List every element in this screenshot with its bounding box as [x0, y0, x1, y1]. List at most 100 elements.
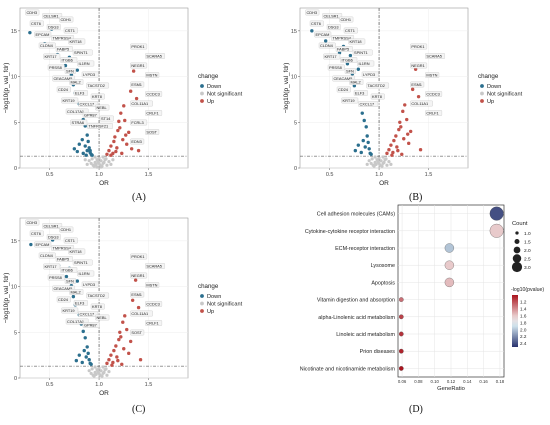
ns-point	[377, 156, 381, 160]
gene-label-box	[42, 223, 63, 229]
legend-swatch	[200, 99, 204, 103]
down-point	[367, 147, 371, 151]
gene-label-box	[60, 57, 78, 63]
gene-label-box	[410, 62, 428, 69]
gene-label-down: SFN	[66, 69, 74, 74]
x-tick-label: 1.5	[145, 172, 153, 178]
gene-label-box	[305, 9, 320, 16]
gene-label-box	[145, 53, 165, 59]
color-legend-label: 1.4	[520, 306, 527, 311]
gene-label-down: COL17A1	[67, 109, 84, 114]
down-point	[85, 148, 89, 153]
up-point	[138, 358, 143, 362]
ns-point	[107, 370, 111, 374]
up-point	[410, 87, 415, 92]
gene-label-box	[348, 38, 366, 45]
ns-point	[97, 366, 101, 370]
gene-label-box	[130, 329, 145, 336]
ns-point	[101, 155, 105, 159]
down-point	[85, 345, 89, 349]
up-point	[399, 125, 403, 129]
gene-label-box	[51, 245, 74, 251]
gene-label-box	[73, 90, 88, 96]
gene-label-down: FABP5	[337, 47, 349, 52]
ns-point	[105, 373, 109, 377]
gene-label-up: ESM1	[411, 82, 422, 87]
gene-label-box	[64, 68, 76, 74]
gene-label-box	[425, 72, 440, 78]
size-legend-title: Count	[512, 221, 528, 227]
gene-label-box	[72, 49, 93, 56]
ns-point	[104, 157, 108, 161]
color-legend-title: -log10(pvalue)	[511, 287, 544, 293]
gene-label-box	[145, 320, 163, 326]
gene-label-down: CD24	[58, 297, 69, 302]
up-point	[136, 148, 141, 153]
gene-label-box	[34, 241, 52, 248]
gene-label-down: TMPRSS4	[53, 246, 72, 251]
legend-swatch	[200, 301, 204, 306]
gene-label-box	[344, 68, 356, 74]
panel-label-d: (D)	[409, 404, 423, 415]
up-point	[113, 135, 117, 139]
down-point	[69, 73, 74, 77]
ns-point	[93, 365, 97, 369]
gene-label-down: CST6	[31, 231, 41, 236]
size-legend-dot	[515, 231, 519, 235]
y-axis-title: −log10(p_val_fdr)	[283, 63, 290, 114]
category-label: ECM-receptor interaction	[335, 246, 395, 252]
up-point	[416, 94, 421, 99]
gene-label-box	[47, 274, 65, 281]
up-point	[390, 153, 394, 157]
gene-label-up: NEGR1	[131, 273, 144, 278]
gene-label-up: CCDC3	[146, 92, 159, 97]
gene-label-box	[69, 79, 84, 85]
ns-point	[99, 165, 103, 169]
gene-label-down: CST6	[31, 21, 41, 26]
up-point	[120, 362, 124, 366]
ns-point	[85, 162, 89, 166]
down-point	[75, 149, 80, 154]
gene-label-box	[339, 16, 354, 23]
gene-label-box	[34, 31, 52, 38]
up-point	[107, 358, 111, 362]
gene-label-box	[51, 35, 74, 41]
gene-label-up: SOST	[146, 130, 157, 135]
down-point	[363, 145, 367, 149]
gene-label-down: MAL2	[71, 290, 81, 295]
gene-label-down: PRSS8	[49, 275, 62, 280]
gene-label-down: KRT18	[70, 249, 82, 254]
down-point	[362, 118, 366, 123]
size-legend-label: 2.5	[524, 257, 531, 263]
ns-point	[373, 155, 377, 159]
gene-label-down: CXCL17	[80, 102, 95, 107]
gene-label-box	[46, 24, 61, 30]
up-point	[109, 153, 113, 157]
down-point	[89, 362, 93, 366]
panel-label-b: (B)	[409, 192, 423, 203]
down-point	[361, 138, 365, 143]
gene-label-down: CD24	[338, 87, 349, 92]
gene-label-down: CLDN4	[40, 43, 54, 48]
gene-label-box	[86, 82, 109, 89]
gene-label-box	[47, 64, 65, 71]
up-point	[398, 120, 402, 124]
legend-item: Down	[207, 84, 221, 90]
up-point	[117, 119, 121, 124]
ns-point	[107, 160, 111, 164]
gene-label-box	[336, 86, 351, 93]
up-point	[396, 148, 400, 153]
ns-point	[379, 159, 383, 163]
gene-label-box	[410, 100, 433, 107]
up-point	[130, 298, 135, 302]
enrichment-dot	[398, 366, 404, 371]
gene-label-box	[59, 16, 74, 23]
color-legend-label: 1.2	[520, 300, 527, 305]
gene-label-box	[73, 300, 88, 306]
gene-label-box	[81, 281, 99, 288]
y-tick-label: 5	[14, 120, 17, 126]
gene-label-box	[63, 237, 78, 244]
gene-label-up: SOST	[131, 330, 142, 335]
gene-label-down: KRT19	[343, 98, 355, 103]
